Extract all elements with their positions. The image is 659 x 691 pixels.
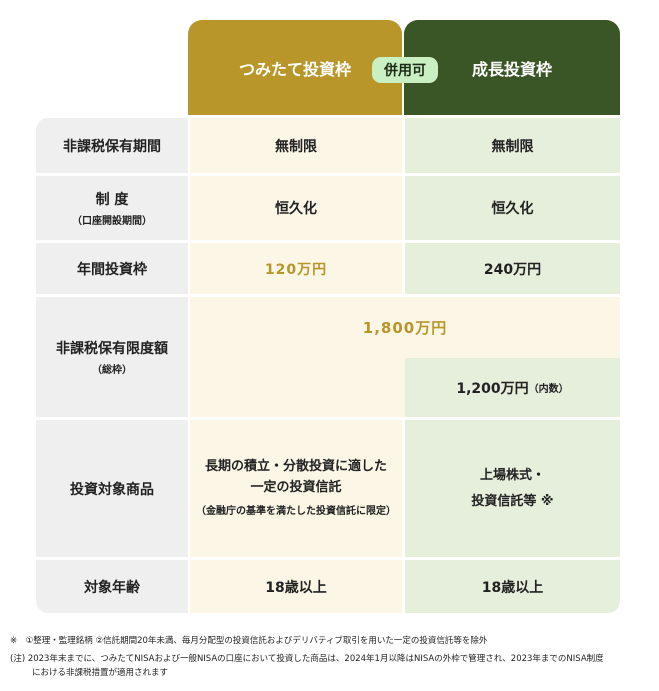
sublabel-text: （口座開設期間） — [72, 216, 152, 227]
cell-growth-age: 18歳以上 — [405, 560, 620, 613]
value-text: 18歳以上 — [265, 579, 327, 596]
label-text: 年間投資枠 — [77, 261, 147, 278]
footnote-note1: (注) 2023年末までに、つみたてNISAおよび一般NISAの口座において投資… — [10, 654, 604, 664]
cell-growth-system: 恒久化 — [405, 176, 620, 240]
value-line: 一定の投資信託 — [250, 479, 342, 495]
row-label-annual: 年間投資枠 — [36, 243, 188, 294]
cell-tsumitate-products: 長期の積立・分散投資に適した 一定の投資信託 （金融庁の基準を満たした投資信託に限定… — [190, 420, 402, 557]
label-text: 対象年齢 — [84, 579, 140, 596]
value-text: 240万円 — [483, 261, 542, 278]
cell-tsumitate-system: 恒久化 — [190, 176, 402, 240]
row-label-age: 対象年齢 — [36, 560, 188, 613]
cell-tsumitate-age: 18歳以上 — [190, 560, 402, 613]
label-text: 制 度 — [95, 192, 129, 208]
value-text: 無制限 — [275, 138, 317, 155]
row-label-period: 非課税保有期間 — [36, 118, 188, 173]
value-text: 18歳以上 — [481, 579, 544, 596]
value-note: （金融庁の基準を満たした投資信託に限定） — [196, 505, 396, 517]
value-note: （内数） — [528, 384, 569, 395]
label-text: 非課税保有限度額 — [56, 341, 168, 357]
cell-tsumitate-annual: 120万円 — [190, 243, 402, 294]
header-growth-label: 成長投資枠 — [471, 59, 552, 79]
sublabel-text: （総枠） — [92, 365, 132, 376]
cell-growth-period: 無制限 — [405, 118, 620, 173]
header-tsumitate: つみたて投資枠 — [188, 20, 402, 115]
footnote-note2: における非課税措置が適用されます — [32, 668, 169, 678]
footnote-asterisk: ※ ①整理・監理銘柄 ②信託期間20年未満、毎月分配型の投資信託およびデリバティ… — [10, 636, 488, 646]
value-line: 上場株式・ — [479, 467, 545, 483]
value-line: 投資信託等 ※ — [471, 493, 554, 509]
cell-growth-products: 上場株式・投資信託等 ※ — [405, 420, 620, 557]
value-text: 1,800万円 — [362, 318, 448, 337]
value-text: 恒久化 — [275, 201, 317, 217]
value-text: 恒久化 — [491, 201, 534, 217]
label-text: 非課税保有期間 — [63, 138, 161, 155]
value-text: 1,200万円 — [456, 380, 529, 397]
cell-growth-annual: 240万円 — [405, 243, 620, 294]
row-label-products: 投資対象商品 — [36, 420, 188, 557]
cell-growth-limit: 1,200万円 （内数） — [405, 358, 620, 417]
header-growth: 成長投資枠 — [404, 20, 620, 115]
value-text: 無制限 — [491, 138, 534, 155]
label-text: 投資対象商品 — [70, 481, 154, 498]
value-line: 長期の積立・分散投資に適した — [204, 458, 387, 474]
cell-tsumitate-period: 無制限 — [190, 118, 402, 173]
row-label-limit: 非課税保有限度額 （総枠） — [36, 297, 188, 417]
value-text: 120万円 — [264, 261, 328, 278]
combined-use-badge: 併用可 — [372, 57, 438, 83]
header-tsumitate-label: つみたて投資枠 — [238, 59, 351, 79]
row-label-system: 制 度 （口座開設期間） — [36, 176, 188, 240]
cell-limit-total: 1,800万円 — [190, 297, 620, 357]
